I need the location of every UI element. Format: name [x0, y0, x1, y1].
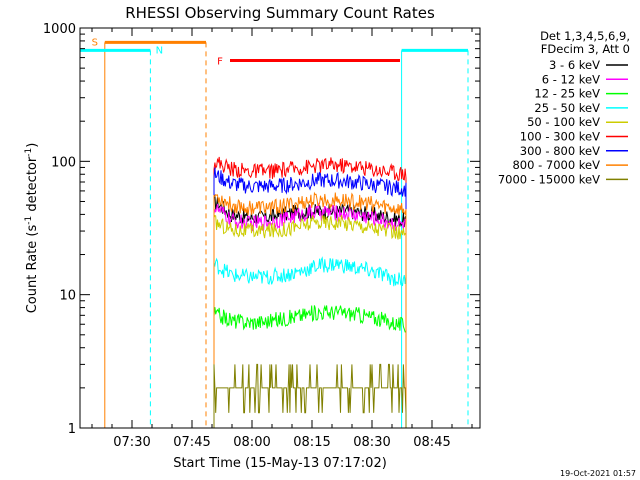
series-line-5	[213, 156, 407, 428]
flag-label-F: F	[217, 57, 223, 68]
legend-entry-label: 7000 - 15000 keV	[498, 172, 600, 186]
y-axis-label-sup2: -1	[24, 148, 34, 157]
y-axis-label-sup1: -1	[24, 216, 34, 225]
legend-entry-label: 25 - 50 keV	[534, 101, 600, 115]
series-line-2	[213, 304, 407, 428]
flag-label-S: S	[92, 37, 98, 48]
legend-header-line-1: Det 1,3,4,5,6,9,	[540, 29, 630, 43]
legend-header-line-2: FDecim 3, Att 0	[541, 42, 630, 56]
x-tick-label: 08:00	[233, 435, 270, 450]
x-tick-label: 07:45	[173, 435, 210, 450]
y-tick-label: 1	[68, 422, 76, 437]
footer-timestamp: 19-Oct-2021 01:57	[560, 469, 636, 478]
series-line-3	[213, 256, 407, 428]
legend-entry-label: 3 - 6 keV	[549, 58, 600, 72]
legend-entry-label: 800 - 7000 keV	[512, 158, 600, 172]
y-axis-label-end: )	[25, 143, 40, 148]
legend-entry-label: 12 - 25 keV	[534, 87, 600, 101]
chart-title: RHESSI Observing Summary Count Rates	[125, 4, 435, 22]
legend-entry-label: 100 - 300 keV	[520, 130, 600, 144]
series-line-8	[213, 363, 407, 428]
x-tick-label: 08:45	[413, 435, 450, 450]
x-tick-label: 07:30	[113, 435, 150, 450]
y-tick-label: 10	[59, 289, 76, 304]
legend: Det 1,3,4,5,6,9, FDecim 3, Att 0 3 - 6 k…	[498, 29, 630, 186]
series-line-6	[213, 167, 407, 428]
plot-frame	[79, 27, 481, 429]
x-tick-label: 08:15	[293, 435, 330, 450]
flag-label-N: N	[156, 45, 163, 56]
series-group	[213, 156, 407, 428]
legend-entry-label: 6 - 12 keV	[542, 72, 600, 86]
legend-entry-label: 50 - 100 keV	[527, 115, 600, 129]
axes-group: 07:30 07:45 08:00 08:15 08:30 08:45 1 10 100 1000	[43, 22, 480, 450]
series-line-4	[213, 214, 407, 428]
series-line-7	[213, 191, 407, 428]
y-axis-label-mid: detector	[25, 156, 40, 216]
y-axis-label: Count Rate (s-1 detector-1)	[24, 143, 40, 314]
x-tick-label: 08:30	[353, 435, 390, 450]
y-tick-label: 1000	[43, 22, 76, 37]
x-axis-label: Start Time (15-May-13 07:17:02)	[173, 456, 387, 471]
legend-entry-label: 300 - 800 keV	[520, 144, 600, 158]
flag-bars: S N F	[80, 37, 469, 428]
y-axis-label-main: Count Rate (s	[25, 225, 40, 314]
y-tick-label: 100	[51, 155, 76, 170]
